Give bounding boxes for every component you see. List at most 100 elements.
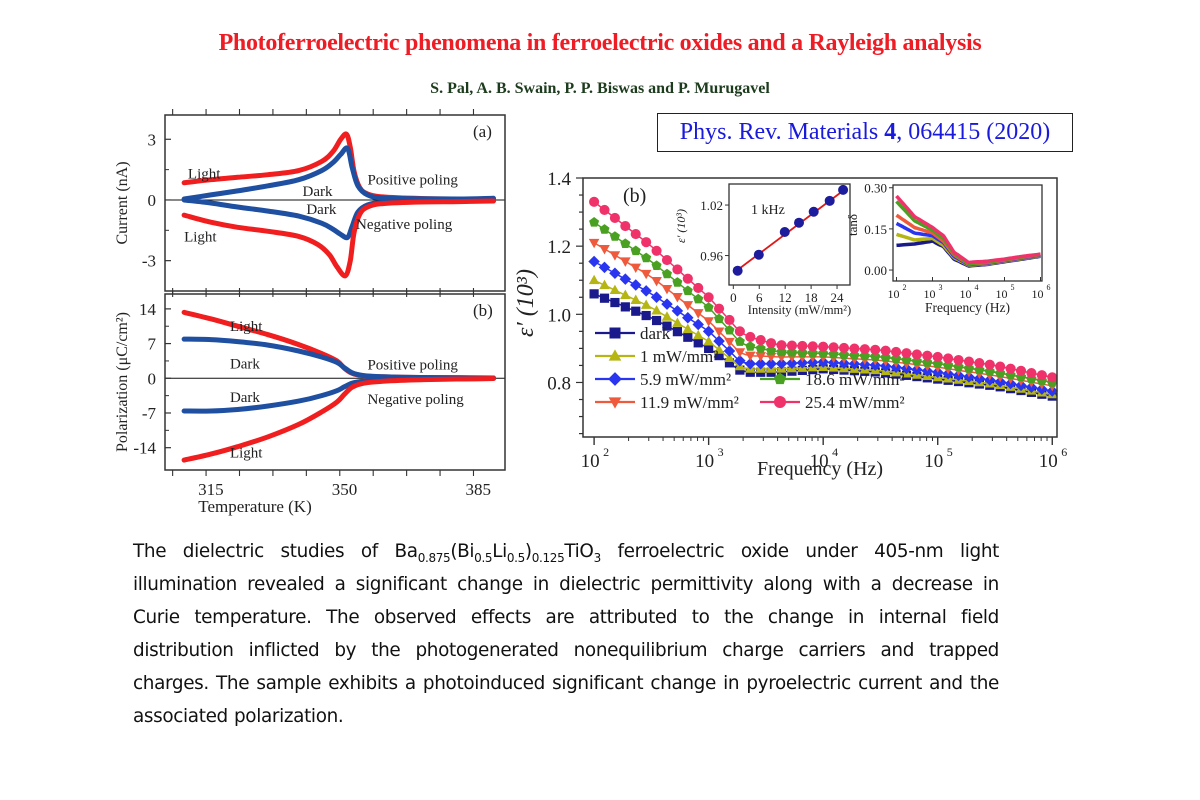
data-point	[692, 309, 704, 319]
x-axis-label: Frequency (Hz)	[925, 300, 1010, 315]
data-point	[672, 264, 683, 275]
y-tick-label: 1.02	[700, 198, 723, 213]
data-point	[599, 245, 610, 255]
data-point	[824, 195, 835, 206]
annotation-label: Negative poling	[367, 392, 464, 408]
data-point	[589, 289, 599, 299]
x-tick-exponent: 5	[1011, 283, 1015, 292]
data-point	[818, 341, 829, 352]
data-point	[786, 340, 798, 351]
x-tick-exponent: 3	[718, 445, 724, 459]
data-point	[713, 344, 725, 354]
annotation-label: Light	[184, 229, 217, 245]
y-axis-label-group: ε′ (10³)	[674, 209, 688, 243]
x-tick-label: 315	[198, 480, 224, 499]
data-point	[589, 196, 600, 207]
data-point	[620, 289, 631, 300]
data-point	[828, 342, 839, 353]
x-tick-exponent: 6	[1061, 445, 1067, 459]
x-tick-label: 10	[1039, 451, 1058, 472]
data-point	[682, 311, 694, 324]
data-point	[838, 184, 849, 195]
annotation-label: Negative poling	[356, 217, 453, 233]
data-point	[588, 255, 600, 268]
abstract-text: )	[524, 541, 532, 562]
y-tick-label: 7	[148, 335, 157, 354]
annotation-label: Positive poling	[367, 357, 458, 373]
abstract-subscript: 0.875	[417, 551, 451, 565]
data-point	[693, 282, 704, 294]
x-tick-label: 10	[1032, 287, 1044, 301]
abstract-subscript: 0.125	[531, 551, 565, 565]
series-line-3	[181, 198, 496, 279]
x-tick-label: 10	[810, 451, 829, 472]
annotation-label: Dark	[303, 184, 333, 200]
data-point	[610, 297, 620, 308]
data-point	[807, 341, 818, 352]
abstract-text: ferroelectric oxide under 405-nm light i…	[133, 541, 999, 727]
panel-label: (b)	[473, 301, 493, 320]
abstract-text: The dielectric studies of Ba	[133, 541, 418, 562]
data-point	[713, 303, 725, 314]
data-point	[588, 238, 600, 249]
x-tick-exponent: 4	[974, 283, 978, 292]
x-tick-label: 10	[695, 451, 714, 472]
data-point	[609, 231, 620, 241]
data-point	[682, 273, 693, 284]
data-point	[1036, 370, 1047, 381]
data-point	[682, 285, 693, 296]
data-point	[672, 327, 683, 337]
data-point	[796, 357, 809, 369]
data-point	[662, 268, 672, 279]
y-axis-label-group: tanδ	[845, 214, 860, 236]
y-tick-label: 3	[148, 130, 157, 149]
data-point	[943, 353, 954, 364]
x-tick-label: 0	[730, 290, 737, 305]
data-point	[775, 357, 788, 370]
x-tick-exponent: 4	[832, 445, 838, 459]
data-point	[953, 354, 964, 366]
data-point	[589, 217, 600, 227]
y-axis-label: tanδ	[845, 214, 860, 236]
data-point	[808, 206, 819, 217]
inset-label: 1 kHz	[751, 203, 785, 218]
y-tick-label: 0	[148, 369, 157, 388]
panel-label: (b)	[623, 185, 646, 207]
data-point	[641, 237, 652, 248]
data-point	[1047, 372, 1058, 383]
data-point	[631, 306, 641, 316]
x-tick-label: 385	[466, 480, 492, 499]
legend-label: 1 mW/mm²	[640, 347, 718, 366]
data-point	[661, 298, 673, 310]
annotation-label: Light	[188, 167, 221, 183]
plot-frame	[582, 177, 1058, 438]
authors-line: S. Pal, A. B. Swain, P. P. Biswas and P.…	[430, 80, 770, 97]
data-point	[963, 356, 975, 367]
data-point	[766, 345, 777, 355]
data-point	[734, 348, 746, 358]
data-point	[692, 318, 704, 331]
x-tick-label: 12	[779, 290, 792, 305]
data-point	[714, 313, 725, 324]
data-point	[640, 269, 652, 280]
abstract-subscript: 3	[593, 551, 602, 565]
legend: dark 1 mW/mm² 5.9 mW/mm² 18.6 mW/mm² 11.9 mW…	[595, 324, 905, 412]
data-point	[794, 217, 805, 228]
data-point	[682, 323, 694, 334]
data-point	[703, 292, 714, 303]
x-tick-exponent: 6	[1047, 283, 1051, 292]
data-point	[859, 344, 870, 355]
data-point	[984, 359, 995, 370]
data-point	[745, 341, 756, 351]
data-point	[755, 352, 766, 362]
abstract-paragraph: The dielectric studies of Ba0.875(Bi0.5L…	[133, 535, 999, 733]
x-axis-label: Temperature (K)	[198, 497, 312, 516]
data-point	[630, 294, 642, 304]
abstract-subscript: 0.5	[506, 551, 525, 565]
data-point	[702, 325, 715, 338]
y-axis-label: Current (nA)	[114, 161, 131, 244]
plot-frame	[164, 293, 506, 471]
data-point	[651, 245, 662, 256]
data-point	[723, 345, 736, 357]
